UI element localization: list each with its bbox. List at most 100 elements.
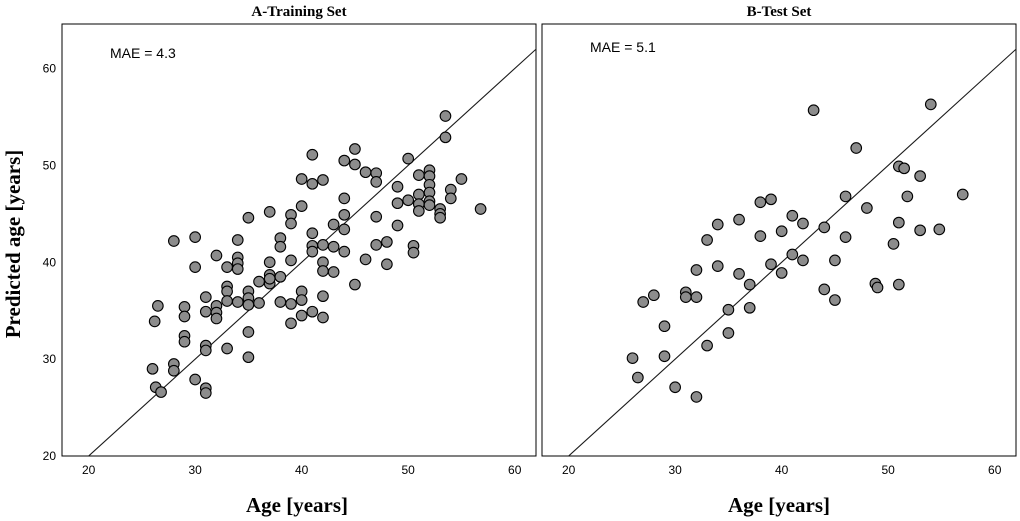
- data-point: [391, 180, 404, 193]
- data-point: [295, 294, 308, 306]
- x-tick-label: 20: [82, 463, 96, 477]
- data-point: [370, 176, 383, 188]
- x-tick-label: 50: [402, 463, 416, 477]
- data-point: [722, 327, 735, 339]
- mae-annotation: MAE = 5.1: [590, 39, 656, 55]
- data-point: [412, 205, 425, 217]
- data-point: [637, 296, 650, 308]
- panel-test-set: B-Test Set MAE = 5.1 20 30 40 50 60: [541, 4, 1017, 477]
- data-point: [658, 350, 671, 363]
- x-tick-label: 50: [882, 463, 896, 477]
- data-point: [892, 278, 905, 291]
- data-point: [306, 227, 319, 240]
- data-point: [733, 213, 745, 226]
- x-tick-label: 40: [295, 463, 309, 477]
- data-point: [295, 309, 308, 322]
- data-point: [295, 173, 308, 185]
- data-point: [231, 296, 244, 308]
- scatter-points: [626, 98, 969, 403]
- data-point: [370, 210, 383, 223]
- data-point: [253, 275, 265, 288]
- y-tick-label: 60: [43, 62, 57, 76]
- data-point: [818, 221, 831, 234]
- data-point: [189, 261, 201, 273]
- data-point: [327, 266, 340, 278]
- data-point: [359, 166, 372, 179]
- data-point: [306, 245, 319, 258]
- data-point: [474, 203, 487, 215]
- x-tick-labels: 20 30 40 50 60: [82, 463, 522, 477]
- data-point: [455, 173, 468, 185]
- data-point: [317, 311, 329, 324]
- panel-training-set: A-Training Set MAE = 4.3 20 30 40 50 60 20 30…: [43, 4, 537, 477]
- data-point: [391, 197, 404, 210]
- plot-frame: [541, 23, 1017, 457]
- data-point: [306, 177, 319, 190]
- data-point: [167, 235, 180, 247]
- data-point: [221, 295, 233, 307]
- data-point: [152, 300, 164, 312]
- data-point: [146, 362, 159, 375]
- data-point: [924, 98, 937, 111]
- data-point: [189, 373, 201, 386]
- data-point: [765, 258, 777, 271]
- data-point: [221, 261, 233, 273]
- data-point: [690, 291, 703, 303]
- data-point: [690, 391, 703, 403]
- data-point: [285, 217, 297, 230]
- data-point: [743, 301, 756, 314]
- panel-title: B-Test Set: [747, 4, 812, 20]
- data-point: [231, 263, 244, 275]
- data-point: [871, 281, 884, 294]
- data-point: [231, 234, 244, 246]
- data-point: [775, 225, 788, 238]
- data-point: [797, 217, 809, 230]
- data-point: [306, 305, 319, 318]
- scatter-points: [146, 110, 487, 399]
- data-point: [679, 291, 692, 303]
- data-point: [317, 265, 329, 277]
- data-point: [434, 211, 446, 224]
- data-point: [338, 154, 351, 167]
- x-axis-label-b: Age [years]: [728, 493, 830, 517]
- data-point: [754, 230, 767, 242]
- data-point: [898, 162, 911, 175]
- data-point: [786, 248, 799, 261]
- y-tick-label: 20: [43, 449, 57, 463]
- data-point: [901, 190, 914, 203]
- data-point: [210, 312, 223, 325]
- y-tick-label: 50: [43, 158, 57, 172]
- y-tick-label: 40: [43, 255, 57, 269]
- data-point: [914, 170, 926, 182]
- data-point: [439, 110, 452, 122]
- x-tick-label: 20: [562, 463, 576, 477]
- data-point: [818, 283, 831, 296]
- data-point: [632, 371, 644, 384]
- data-point: [887, 238, 900, 250]
- data-point: [295, 200, 308, 212]
- x-tick-label: 30: [188, 463, 202, 477]
- data-point: [349, 158, 361, 171]
- data-point: [210, 249, 223, 262]
- data-point: [381, 236, 393, 248]
- data-point: [274, 270, 287, 283]
- data-point: [626, 352, 639, 365]
- data-point: [861, 202, 873, 214]
- data-point: [199, 305, 212, 318]
- data-point: [317, 174, 329, 186]
- data-point: [242, 351, 255, 364]
- x-axis-label-a: Age [years]: [246, 493, 348, 517]
- data-point: [407, 246, 420, 259]
- data-point: [338, 192, 351, 205]
- data-point: [914, 224, 926, 237]
- data-point: [274, 240, 287, 253]
- data-point: [829, 254, 841, 267]
- data-point: [711, 260, 724, 273]
- panel-title: A-Training Set: [251, 4, 346, 20]
- data-point: [167, 364, 180, 377]
- data-point: [402, 152, 415, 165]
- data-point: [178, 300, 191, 313]
- data-point: [306, 148, 319, 161]
- data-point: [285, 254, 297, 267]
